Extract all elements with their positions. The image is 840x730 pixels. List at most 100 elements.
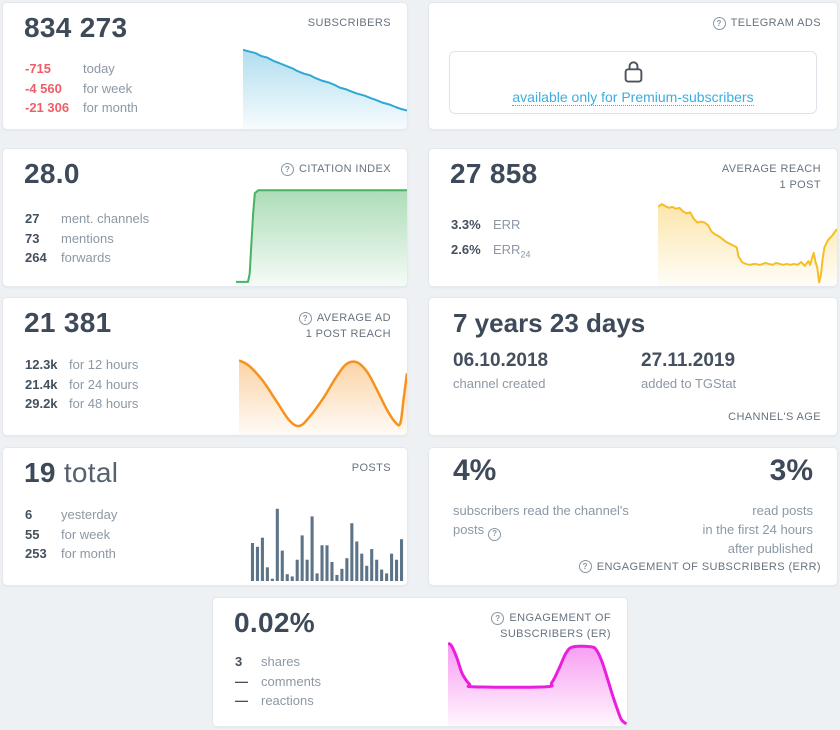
channel-age-card: 7 years 23 days 06.10.2018 channel creat… bbox=[428, 297, 838, 436]
stat-value: -715 bbox=[25, 61, 52, 76]
err-read-description-line1: subscribers read the channel's bbox=[453, 503, 629, 518]
stat-value: 55 bbox=[25, 526, 40, 542]
posts-header-label: POSTS bbox=[351, 462, 391, 474]
stat-label: for month bbox=[83, 100, 138, 115]
stat-value: -4 560 bbox=[25, 80, 62, 96]
stat-label: comments bbox=[261, 673, 321, 689]
stat-row: — comments bbox=[235, 672, 321, 692]
average-reach-stats: 3.3% ERR 2.6% ERR24 bbox=[451, 215, 530, 265]
average-ad-reach-value: 21 381 bbox=[24, 307, 112, 338]
subscribers-card-header: SUBSCRIBERS bbox=[308, 16, 391, 31]
stat-label: for month bbox=[61, 546, 116, 561]
header-line: AVERAGE AD bbox=[298, 311, 391, 326]
stat-label: yesterday bbox=[61, 507, 118, 522]
subscribers-header-label: SUBSCRIBERS bbox=[307, 17, 391, 29]
lock-icon bbox=[624, 61, 642, 83]
added-to-tgstat-label: added to TGStat bbox=[641, 376, 737, 391]
stat-label: ment. channels bbox=[61, 211, 150, 226]
question-circle-icon[interactable] bbox=[578, 560, 592, 573]
stat-row: 27 ment. channels bbox=[25, 209, 149, 229]
premium-locked-box: available only for Premium-subscribers bbox=[449, 51, 817, 114]
average-ad-header-line1: AVERAGE AD bbox=[316, 312, 391, 324]
stat-row: 21.4k for 24 hours bbox=[25, 375, 138, 395]
added-to-tgstat-date: 27.11.2019 bbox=[641, 350, 736, 371]
stat-row: 55 for week bbox=[25, 525, 117, 545]
citation-index-card-header: CITATION INDEX bbox=[281, 162, 391, 177]
premium-subscribers-link[interactable]: available only for Premium-subscribers bbox=[512, 89, 754, 106]
question-circle-icon[interactable] bbox=[298, 312, 312, 325]
stat-row: -715 today bbox=[25, 59, 138, 79]
citation-stats: 27 ment. channels 73 mentions 264 forwards bbox=[25, 209, 149, 268]
err-read-percent: 4% bbox=[453, 454, 497, 487]
stat-value: 2.6% bbox=[451, 242, 481, 258]
subscribers-sparkline-chart bbox=[243, 41, 407, 129]
stat-label: forwards bbox=[61, 250, 111, 265]
stat-label: reactions bbox=[261, 693, 314, 708]
stat-label: for 24 hours bbox=[69, 376, 139, 392]
er-card-header: ENGAGEMENT OF SUBSCRIBERS (ER) bbox=[491, 611, 611, 642]
posts-stats: 6 yesterday 55 for week 253 for month bbox=[25, 505, 117, 564]
average-reach-card-header: AVERAGE REACH 1 POST bbox=[722, 162, 821, 193]
stat-row: 3.3% ERR bbox=[451, 215, 530, 240]
question-circle-icon[interactable] bbox=[712, 17, 726, 30]
stat-label: for 12 hours bbox=[69, 357, 139, 372]
added-to-tgstat-column: 27.11.2019 added to TGStat bbox=[641, 350, 736, 391]
header-line: 1 POST REACH bbox=[306, 327, 391, 342]
telegram-ads-card: TELEGRAM ADS available only for Premium-… bbox=[428, 2, 838, 130]
stat-row: 6 yesterday bbox=[25, 505, 117, 525]
stat-row: 2.6% ERR24 bbox=[451, 240, 530, 265]
stat-value: 27 bbox=[25, 211, 40, 226]
err-read-description-line2: posts bbox=[453, 520, 668, 541]
posts-bar-chart bbox=[250, 505, 404, 581]
stat-row: -4 560 for week bbox=[25, 79, 138, 99]
question-circle-icon[interactable] bbox=[281, 163, 295, 176]
question-circle-icon[interactable] bbox=[491, 612, 505, 625]
err-24h-description: read posts in the first 24 hours after p… bbox=[633, 501, 813, 558]
posts-total-suffix: total bbox=[63, 457, 119, 488]
posts-total: 19 total bbox=[24, 457, 118, 489]
err-24h-percent: 3% bbox=[769, 454, 813, 487]
stat-value: 12.3k bbox=[25, 357, 58, 372]
stat-row: 73 mentions bbox=[25, 229, 149, 249]
telegram-ads-card-header: TELEGRAM ADS bbox=[712, 16, 821, 31]
question-circle-icon[interactable] bbox=[488, 527, 502, 541]
stat-label: for 48 hours bbox=[69, 396, 139, 411]
er-header-line1: ENGAGEMENT OF bbox=[509, 612, 611, 624]
average-reach-header-line1: AVERAGE REACH bbox=[721, 163, 821, 175]
average-reach-sparkline-chart bbox=[658, 194, 837, 286]
stat-row: 253 for month bbox=[25, 544, 117, 564]
stat-value: 73 bbox=[25, 230, 40, 246]
average-ad-sparkline-chart bbox=[239, 344, 407, 435]
subscribers-stats: -715 today -4 560 for week -21 306 for mont… bbox=[25, 59, 138, 118]
err-24h-description-line2: in the first 24 hours bbox=[702, 522, 813, 537]
posts-card-header: POSTS bbox=[352, 461, 391, 476]
er-header-line2: SUBSCRIBERS (ER) bbox=[500, 628, 611, 640]
header-line: AVERAGE REACH bbox=[722, 162, 821, 177]
err-24h-description-line3: after published bbox=[727, 541, 813, 556]
citation-sparkline-chart bbox=[236, 183, 407, 286]
posts-card: 19 total POSTS 6 yesterday 55 for week 253… bbox=[2, 447, 408, 586]
stat-label: today bbox=[83, 61, 115, 76]
engagement-er-card: 0.02% ENGAGEMENT OF SUBSCRIBERS (ER) 3 sh… bbox=[212, 597, 628, 727]
stat-label: shares bbox=[261, 654, 301, 669]
average-reach-card: 27 858 AVERAGE REACH 1 POST 3.3% ERR 2.6%… bbox=[428, 148, 838, 287]
stat-value: 21.4k bbox=[25, 376, 58, 392]
header-line: ENGAGEMENT OF bbox=[491, 611, 611, 626]
posts-total-value: 19 bbox=[24, 457, 56, 488]
average-ad-card-header: AVERAGE AD 1 POST REACH bbox=[298, 311, 391, 342]
er-value: 0.02% bbox=[234, 607, 315, 638]
stat-value: -21 306 bbox=[25, 100, 70, 115]
citation-index-value: 28.0 bbox=[24, 158, 80, 189]
stat-value: 253 bbox=[25, 546, 47, 561]
stat-row: 264 forwards bbox=[25, 248, 149, 268]
stat-value: 29.2k bbox=[25, 396, 58, 411]
stat-value: — bbox=[235, 693, 248, 708]
average-ad-reach-card: 21 381 AVERAGE AD 1 POST REACH 12.3k for … bbox=[2, 297, 408, 436]
channel-created-label: channel created bbox=[453, 376, 546, 391]
stat-label: for week bbox=[83, 80, 133, 96]
average-reach-value: 27 858 bbox=[450, 158, 538, 189]
stat-row: 29.2k for 48 hours bbox=[25, 394, 138, 414]
stat-row: 3 shares bbox=[235, 652, 321, 672]
channel-created-column: 06.10.2018 channel created bbox=[453, 350, 548, 391]
stat-value: 264 bbox=[25, 250, 47, 265]
